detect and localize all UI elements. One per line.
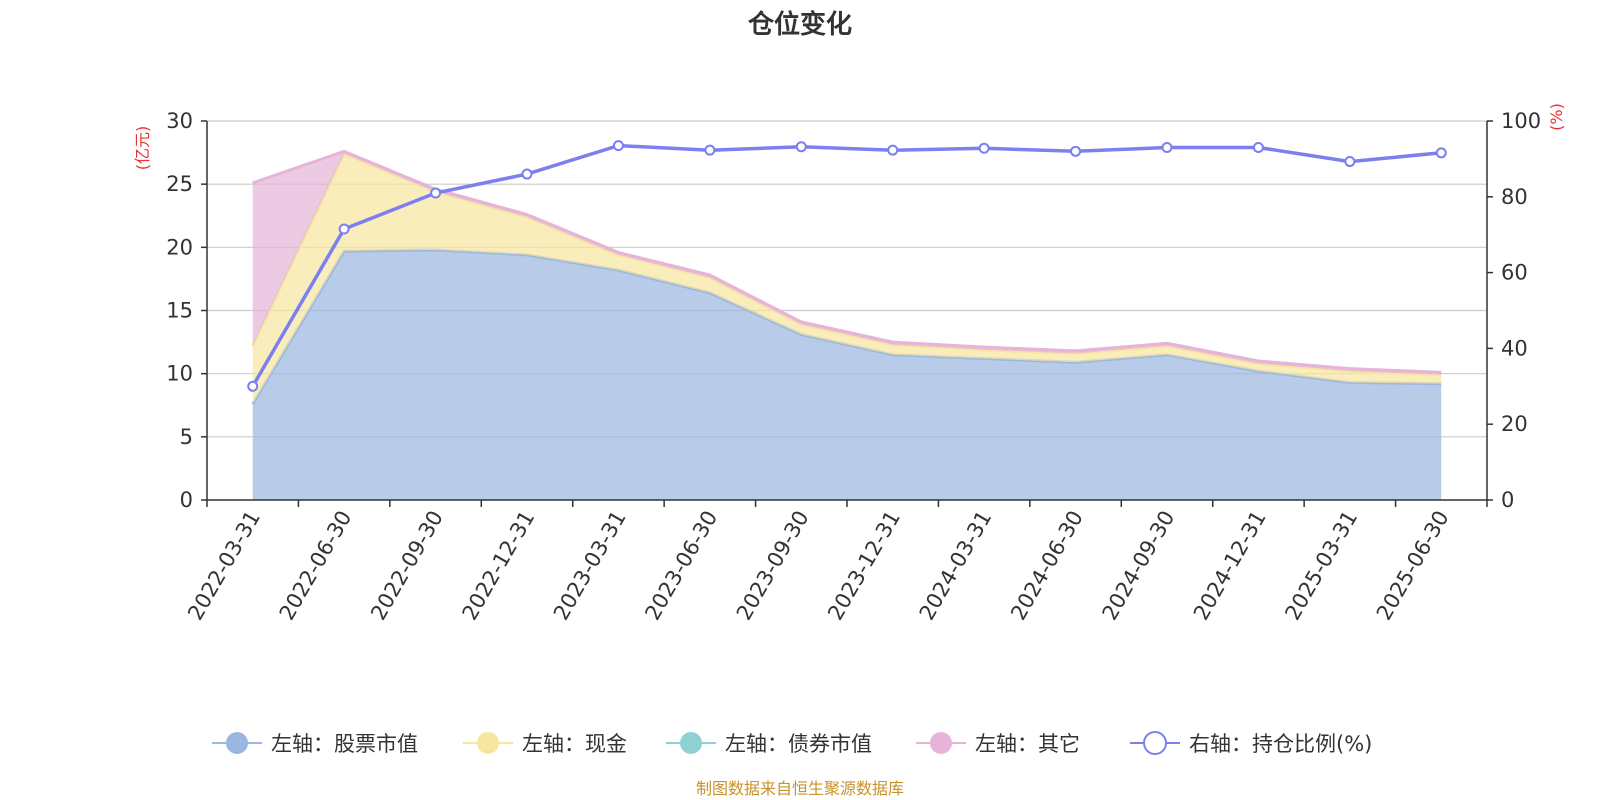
left-tick-label: 15: [166, 299, 193, 323]
x-tick-label: 2023-03-31: [549, 507, 631, 625]
right-tick-label: 80: [1501, 185, 1528, 209]
ratio-line: [251, 143, 1442, 388]
right-tick-label: 60: [1501, 261, 1528, 285]
ratio-point: [1070, 145, 1082, 157]
legend-item: 左轴：债券市值: [666, 732, 872, 756]
legend-marker: [930, 732, 952, 754]
legend-label: 左轴：债券市值: [725, 732, 872, 756]
x-tick-label: 2024-03-31: [915, 507, 997, 625]
ratio-point: [1252, 142, 1264, 154]
right-tick-label: 100: [1501, 109, 1541, 133]
x-tick-label: 2025-06-30: [1372, 507, 1454, 625]
ratio-point: [430, 187, 442, 199]
legend-label: 左轴：股票市值: [271, 732, 418, 756]
legend: 左轴：股票市值 左轴：现金 左轴：债券市值 左轴：其它 右轴：持仓比例(%): [212, 731, 1372, 756]
x-tick-label: 2024-12-31: [1189, 507, 1271, 625]
right-tick-label: 40: [1501, 336, 1528, 360]
legend-marker: [226, 732, 248, 754]
area-左轴：现金: [252, 153, 1442, 404]
ratio-point: [1435, 147, 1447, 159]
left-tick-label: 10: [166, 362, 193, 386]
x-tick-label: 2023-09-30: [732, 507, 814, 625]
right-axis-unit: (%): [1547, 103, 1566, 131]
ratio-point: [1161, 142, 1173, 154]
x-tick-label: 2024-06-30: [1006, 507, 1088, 625]
ratio-line-series: [247, 140, 1447, 392]
legend-item: 左轴：股票市值: [212, 732, 418, 756]
x-tick-label: 2025-03-31: [1280, 507, 1362, 625]
ratio-point: [521, 168, 533, 180]
legend-marker: [1143, 731, 1167, 755]
ratio-point: [1344, 156, 1356, 168]
right-tick-label: 0: [1501, 488, 1514, 512]
left-axis-unit: (亿元): [133, 126, 152, 171]
x-tick-label: 2022-12-31: [458, 507, 540, 625]
ratio-point: [795, 141, 807, 153]
ratio-point: [338, 223, 350, 235]
area-左轴：股票市值: [252, 249, 1442, 500]
ratio-point: [887, 144, 899, 156]
ratio-point: [978, 142, 990, 154]
x-tick-label: 2024-09-30: [1098, 507, 1180, 625]
legend-label: 左轴：其它: [975, 732, 1080, 756]
right-tick-label: 20: [1501, 412, 1528, 436]
legend-item: 左轴：其它: [916, 732, 1080, 756]
data-source-note: 制图数据来自恒生聚源数据库: [696, 779, 904, 798]
left-tick-label: 20: [166, 235, 193, 259]
left-tick-label: 30: [166, 109, 193, 133]
left-tick-label: 0: [180, 488, 193, 512]
area-series: [251, 149, 1442, 500]
x-tick-label: 2022-03-31: [183, 507, 265, 625]
area-edge-左轴：其它: [252, 149, 1442, 374]
ratio-point: [612, 140, 624, 152]
legend-marker: [680, 732, 702, 754]
chart-title: 仓位变化: [747, 9, 852, 40]
legend-item: 右轴：持仓比例(%): [1130, 731, 1372, 756]
left-tick-label: 25: [166, 172, 193, 196]
legend-label: 左轴：现金: [522, 732, 627, 756]
x-tick-label: 2023-12-31: [823, 507, 905, 625]
ratio-point: [704, 144, 716, 156]
legend-marker: [477, 732, 499, 754]
legend-label: 右轴：持仓比例(%): [1189, 732, 1372, 756]
ratio-point: [247, 380, 259, 392]
x-tick-label: 2022-09-30: [366, 507, 448, 625]
x-tick-label: 2022-06-30: [275, 507, 357, 625]
left-tick-label: 5: [180, 425, 193, 449]
x-tick-label: 2023-06-30: [640, 507, 722, 625]
legend-item: 左轴：现金: [463, 732, 627, 756]
